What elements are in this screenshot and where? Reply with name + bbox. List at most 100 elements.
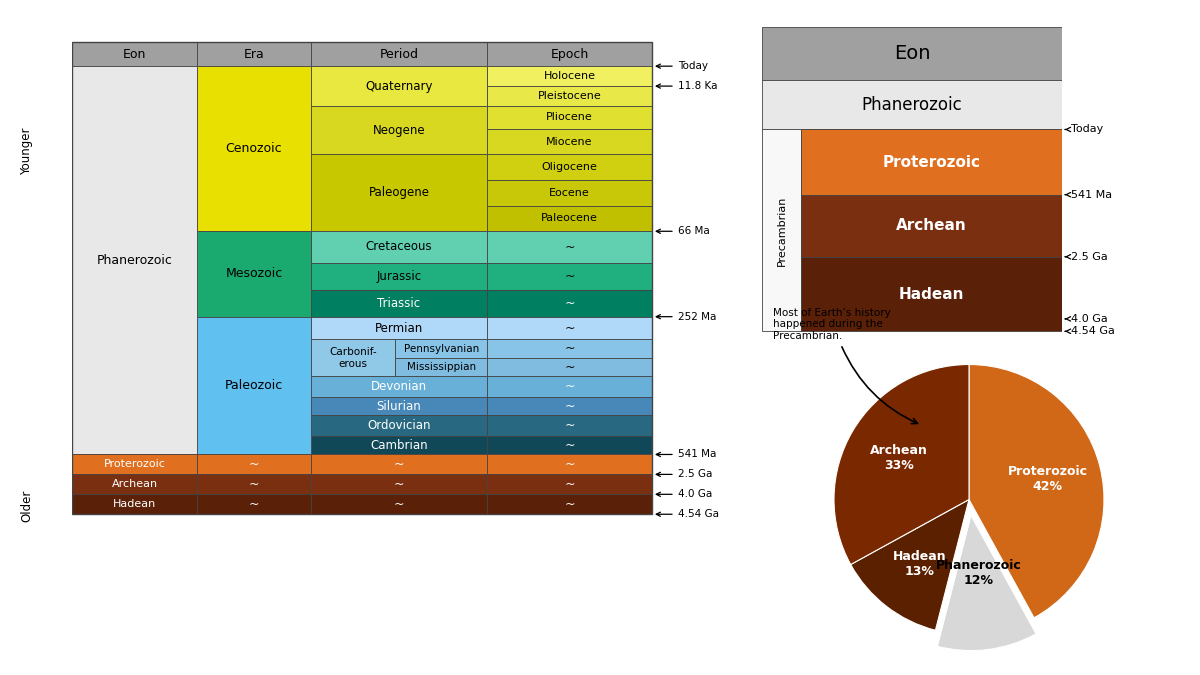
Bar	[311, 494, 487, 514]
Bar	[487, 415, 652, 436]
Bar	[487, 358, 652, 377]
Text: 4.0 Ga: 4.0 Ga	[1066, 314, 1108, 324]
Bar	[197, 475, 311, 494]
Text: Miocene: Miocene	[546, 136, 593, 146]
Bar	[311, 377, 487, 397]
Wedge shape	[968, 364, 1104, 618]
Bar	[487, 290, 652, 317]
Text: Hadean: Hadean	[113, 500, 156, 509]
Bar	[396, 340, 487, 358]
Text: ~: ~	[564, 360, 575, 374]
Text: Quaternary: Quaternary	[365, 80, 433, 92]
Bar	[762, 130, 802, 331]
Bar	[72, 454, 197, 475]
Text: Most of Earth’s history
happened during the
Precambrian.: Most of Earth’s history happened during …	[773, 308, 890, 341]
Bar	[487, 454, 652, 475]
Text: Archean: Archean	[112, 479, 157, 489]
Bar	[487, 397, 652, 415]
Text: Phanerozoic
12%: Phanerozoic 12%	[936, 559, 1021, 587]
Text: Precambrian: Precambrian	[776, 195, 786, 265]
Bar	[487, 377, 652, 397]
Bar	[72, 494, 197, 514]
Bar	[311, 106, 487, 155]
Bar	[72, 475, 197, 494]
Text: Hadean: Hadean	[899, 286, 965, 302]
Wedge shape	[834, 364, 970, 564]
Bar	[762, 27, 1062, 80]
Text: Younger: Younger	[20, 128, 34, 176]
Text: ~: ~	[394, 478, 404, 491]
Text: Pliocene: Pliocene	[546, 113, 593, 122]
Text: 4.0 Ga: 4.0 Ga	[656, 489, 712, 500]
Bar	[311, 317, 487, 340]
Text: Epoch: Epoch	[551, 47, 589, 61]
Text: Cambrian: Cambrian	[370, 439, 428, 452]
Bar	[311, 263, 487, 290]
Bar	[487, 106, 652, 129]
Text: ~: ~	[564, 458, 575, 471]
Bar	[487, 206, 652, 232]
Bar	[487, 129, 652, 155]
Bar	[311, 397, 487, 415]
Bar	[487, 475, 652, 494]
Bar	[197, 66, 311, 232]
Text: Triassic: Triassic	[378, 296, 420, 310]
Bar	[311, 66, 487, 106]
Bar	[802, 194, 1062, 256]
Text: Phanerozoic: Phanerozoic	[862, 96, 962, 113]
Text: Eon: Eon	[894, 44, 930, 63]
Text: Silurian: Silurian	[377, 400, 421, 412]
Text: ~: ~	[564, 439, 575, 452]
Bar	[487, 232, 652, 263]
Bar	[311, 42, 487, 66]
Text: Cretaceous: Cretaceous	[366, 240, 432, 253]
Text: Era: Era	[244, 47, 264, 61]
Bar	[487, 494, 652, 514]
Text: ~: ~	[564, 400, 575, 412]
Bar	[311, 436, 487, 454]
Bar	[311, 155, 487, 232]
Text: ~: ~	[248, 458, 259, 471]
Text: 2.5 Ga: 2.5 Ga	[1066, 252, 1108, 262]
Text: 252 Ma: 252 Ma	[656, 312, 716, 322]
Bar	[487, 436, 652, 454]
Text: Proterozoic
42%: Proterozoic 42%	[1008, 465, 1087, 493]
Text: ~: ~	[564, 419, 575, 432]
Text: ~: ~	[394, 458, 404, 471]
Text: Carbonif-
erous: Carbonif- erous	[329, 347, 377, 369]
Bar	[487, 155, 652, 180]
Text: 4.54 Ga: 4.54 Ga	[656, 509, 719, 519]
Text: Mesozoic: Mesozoic	[226, 267, 283, 281]
Text: Eocene: Eocene	[550, 188, 590, 198]
Bar	[487, 263, 652, 290]
Text: ~: ~	[248, 478, 259, 491]
Text: ~: ~	[564, 321, 575, 335]
Text: ~: ~	[564, 240, 575, 253]
Text: ~: ~	[564, 342, 575, 355]
Text: Holocene: Holocene	[544, 71, 595, 81]
Text: Cenozoic: Cenozoic	[226, 142, 282, 155]
Bar	[197, 494, 311, 514]
Bar	[311, 454, 487, 475]
Text: Eon: Eon	[122, 47, 146, 61]
Text: Pennsylvanian: Pennsylvanian	[403, 344, 479, 354]
Text: Archean: Archean	[896, 218, 967, 234]
Bar	[72, 66, 197, 454]
Bar	[487, 180, 652, 206]
Text: Archean
33%: Archean 33%	[870, 444, 929, 472]
Bar	[311, 232, 487, 263]
Text: ~: ~	[564, 478, 575, 491]
Wedge shape	[851, 500, 970, 630]
Text: 541 Ma: 541 Ma	[1066, 190, 1112, 200]
Text: 541 Ma: 541 Ma	[656, 450, 716, 460]
Text: 66 Ma: 66 Ma	[656, 226, 709, 236]
Text: Paleogene: Paleogene	[368, 186, 430, 199]
Text: ~: ~	[248, 497, 259, 511]
Text: Paleocene: Paleocene	[541, 213, 598, 223]
Bar	[487, 340, 652, 358]
Text: Paleozoic: Paleozoic	[224, 379, 283, 392]
Bar	[762, 80, 1062, 130]
Text: Today: Today	[656, 61, 708, 71]
Text: 2.5 Ga: 2.5 Ga	[656, 469, 712, 479]
Bar	[487, 66, 652, 86]
